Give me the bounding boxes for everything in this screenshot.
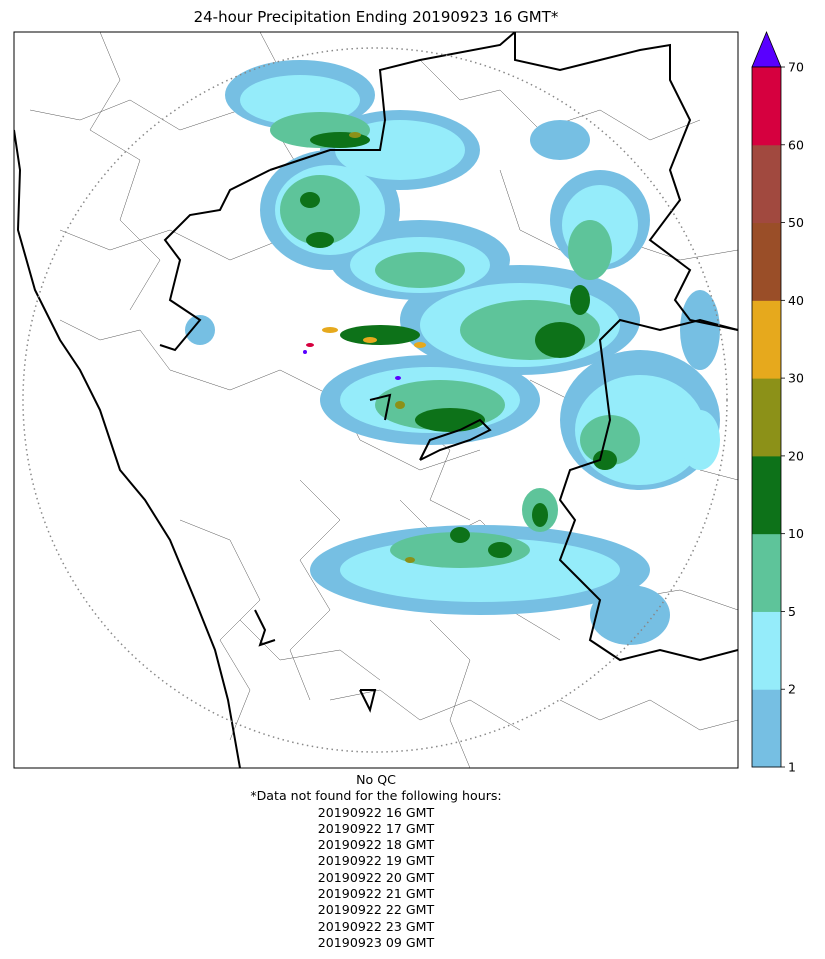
- colorbar-tick-label: 50: [788, 215, 804, 230]
- missing-data-header: *Data not found for the following hours:: [250, 788, 502, 804]
- radar-range-ring: [22, 47, 728, 753]
- missing-hour: 20190922 20 GMT: [317, 869, 435, 885]
- colorbar-bands: [752, 67, 781, 768]
- colorbar-band: [752, 689, 781, 768]
- colorbar-tick-label: 5: [788, 604, 796, 619]
- colorbar-frame: [751, 66, 782, 768]
- colorbar: 1 2 5 10 20 30 40 50 60 70: [751, 30, 804, 775]
- qc-note: No QC: [356, 772, 396, 787]
- colorbar-band: [752, 533, 781, 612]
- colorbar-band: [752, 455, 781, 535]
- colorbar-tick-label: 30: [788, 371, 804, 386]
- missing-hour: 20190922 18 GMT: [317, 837, 435, 853]
- missing-hour: 20190922 17 GMT: [317, 820, 435, 836]
- colorbar-band: [752, 378, 781, 457]
- colorbar-tick-label: 2: [788, 682, 796, 697]
- missing-hour: 20190922 19 GMT: [317, 853, 435, 869]
- colorbar-band: [752, 611, 781, 690]
- colorbar-extend-max: [751, 30, 782, 68]
- map-frame: [13, 31, 739, 769]
- colorbar-band: [752, 222, 781, 301]
- missing-hour: 20190923 09 GMT: [317, 934, 435, 950]
- colorbar-band: [752, 67, 781, 146]
- missing-hour: 20190922 16 GMT: [317, 804, 435, 820]
- colorbar-band: [752, 144, 781, 224]
- missing-hour: 20190922 23 GMT: [317, 918, 435, 934]
- map-layers: [14, 32, 738, 768]
- colorbar-band: [752, 300, 781, 379]
- chart-title: 24-hour Precipitation Ending 20190923 16…: [193, 8, 559, 26]
- colorbar-tick-label: 1: [788, 760, 796, 775]
- colorbar-tick-label: 10: [788, 526, 804, 541]
- missing-hour: 20190922 21 GMT: [317, 886, 435, 902]
- notes-block: No QC *Data not found for the following …: [0, 772, 752, 951]
- colorbar-tick-label: 20: [788, 448, 804, 463]
- precip-20-40mm: [303, 132, 426, 563]
- colorbar-ticks: 1 2 5 10 20 30 40 50 60 70: [781, 60, 804, 775]
- colorbar-tick-label: 40: [788, 293, 804, 308]
- colorbar-tick-label: 60: [788, 137, 804, 152]
- missing-hour: 20190922 22 GMT: [317, 902, 435, 918]
- state-boundaries: [14, 32, 738, 768]
- colorbar-tick-label: 70: [788, 60, 804, 75]
